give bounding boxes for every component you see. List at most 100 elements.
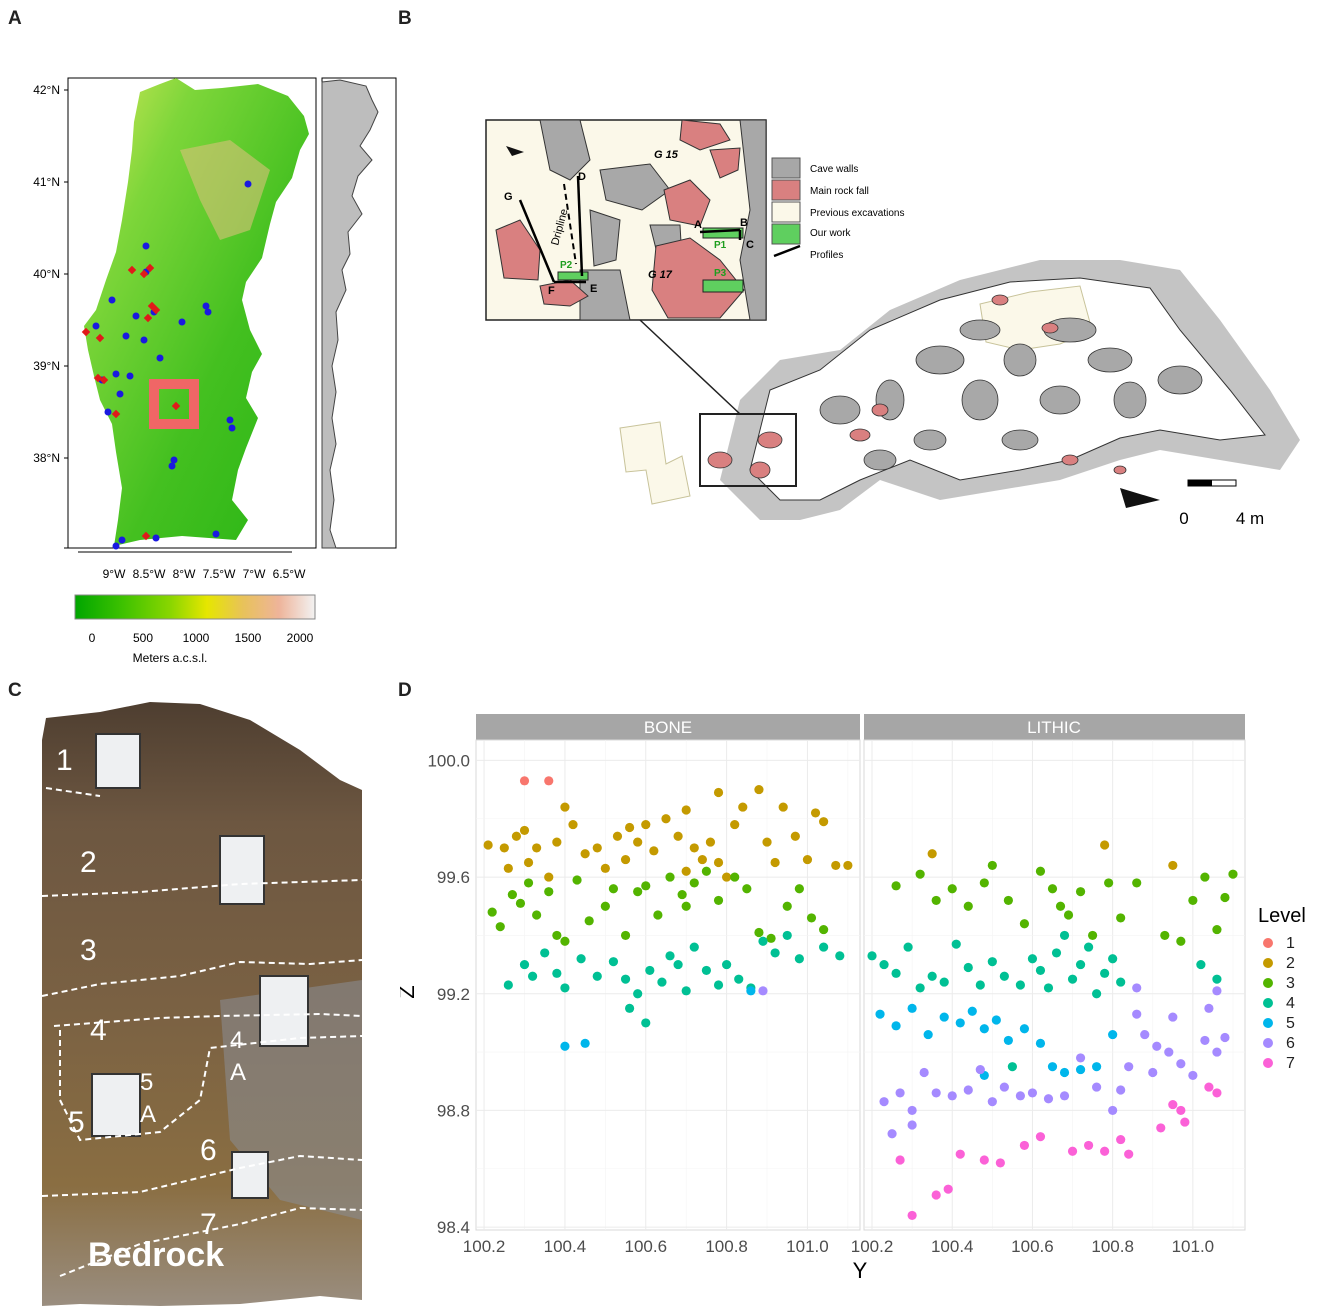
legend-label: Previous excavations bbox=[810, 208, 905, 219]
lat-tick: 39°N bbox=[33, 359, 60, 373]
point-level-5-bone bbox=[580, 1038, 590, 1048]
point-level-4-lithic bbox=[999, 971, 1009, 981]
point-level-3-bone bbox=[544, 887, 554, 897]
point-level-4-bone bbox=[681, 986, 691, 996]
point-level-4-lithic bbox=[1083, 942, 1094, 952]
point-level-3-bone bbox=[794, 884, 804, 894]
site-marker-red bbox=[99, 375, 109, 385]
label-p3: P3 bbox=[714, 268, 727, 279]
point-level-5-lithic bbox=[1075, 1064, 1086, 1075]
point-level-2-bone bbox=[641, 819, 651, 830]
point-level-3-lithic bbox=[1116, 913, 1126, 923]
point-level-4-bone bbox=[734, 974, 744, 984]
site-marker-blue bbox=[228, 424, 236, 432]
sample-block bbox=[219, 835, 265, 905]
point-level-6-lithic bbox=[1188, 1070, 1198, 1081]
point-level-7-lithic bbox=[1124, 1149, 1134, 1159]
point-level-6-lithic bbox=[1027, 1088, 1038, 1098]
site-marker-blue bbox=[132, 312, 140, 320]
point-level-5-lithic bbox=[991, 1015, 1001, 1025]
point-level-3-bone bbox=[552, 930, 562, 941]
layer-label: A bbox=[140, 1101, 156, 1128]
point-level-6-lithic bbox=[919, 1067, 929, 1078]
point-level-6-lithic bbox=[1132, 983, 1142, 993]
point-level-2-bone bbox=[790, 831, 800, 841]
site-marker-red bbox=[139, 269, 149, 279]
point-level-4-bone bbox=[819, 942, 829, 952]
point-level-3-bone bbox=[633, 887, 643, 897]
point-level-3-bone bbox=[681, 901, 691, 911]
label-f: F bbox=[548, 285, 555, 297]
point-level-2-bone bbox=[762, 837, 772, 847]
point-level-5-lithic bbox=[923, 1029, 933, 1040]
point-level-6-lithic bbox=[879, 1097, 889, 1107]
site-marker-blue bbox=[112, 542, 120, 550]
point-level-4-lithic bbox=[1092, 989, 1102, 999]
point-level-7-lithic bbox=[995, 1158, 1005, 1168]
point-level-3-bone bbox=[487, 907, 497, 917]
point-level-6-lithic bbox=[1212, 986, 1222, 996]
point-level-3-lithic bbox=[947, 884, 957, 894]
point-level-4-bone bbox=[620, 974, 631, 984]
profile-line-ab bbox=[699, 228, 741, 234]
point-level-3-lithic bbox=[1003, 895, 1013, 906]
layer-label: 1 bbox=[56, 744, 73, 777]
portugal-map-panel: 42°N 41°N 40°N 39°N 38°N 9°W 8.5°W 8°W 7… bbox=[33, 77, 397, 665]
colorbar-label: Meters a.c.s.l. bbox=[133, 651, 208, 665]
site-marker-blue bbox=[142, 242, 150, 250]
site-marker-red bbox=[81, 327, 91, 337]
point-level-7-lithic bbox=[1168, 1099, 1178, 1110]
legend-label-level: 6 bbox=[1286, 1035, 1295, 1052]
point-level-5-lithic bbox=[875, 1009, 885, 1019]
site-marker-blue bbox=[244, 180, 252, 188]
point-level-3-lithic bbox=[1220, 892, 1230, 903]
point-level-5-lithic bbox=[1108, 1029, 1118, 1040]
point-level-3-lithic bbox=[891, 881, 901, 891]
panel-letter-c: C bbox=[8, 680, 22, 701]
site-marker-blue bbox=[140, 336, 148, 344]
label-e: E bbox=[590, 283, 597, 295]
point-level-2-bone bbox=[649, 846, 659, 856]
point-level-3-bone bbox=[677, 889, 687, 900]
point-level-2-lithic bbox=[1100, 840, 1110, 850]
point-level-7-lithic bbox=[1204, 1082, 1214, 1092]
colorbar-tick: 0 bbox=[89, 631, 96, 645]
point-level-4-bone bbox=[540, 948, 550, 958]
site-marker-blue bbox=[116, 390, 124, 398]
legend-label-level: 4 bbox=[1286, 995, 1295, 1012]
point-level-5-lithic bbox=[1019, 1024, 1030, 1034]
elevation-profile bbox=[321, 79, 379, 549]
point-level-6-lithic bbox=[887, 1129, 897, 1139]
point-level-1-bone bbox=[519, 776, 530, 786]
layer-label: 5 bbox=[68, 1106, 85, 1139]
point-level-4-lithic bbox=[1007, 1062, 1017, 1072]
facet-strip-bone bbox=[476, 714, 860, 740]
inset-rock-fall bbox=[495, 219, 541, 281]
point-level-6-lithic bbox=[963, 1085, 973, 1095]
colorbar-tick: 1500 bbox=[235, 631, 262, 645]
facet-title-bone: BONE bbox=[644, 718, 692, 737]
point-level-7-lithic bbox=[1083, 1140, 1094, 1151]
sample-block bbox=[91, 1073, 141, 1137]
point-level-3-bone bbox=[819, 924, 829, 935]
point-level-6-lithic bbox=[1108, 1105, 1118, 1116]
point-level-6-lithic bbox=[1204, 1003, 1214, 1013]
point-level-4-lithic bbox=[1051, 948, 1062, 958]
site-marker-blue bbox=[170, 456, 178, 464]
layer-label: 2 bbox=[80, 846, 97, 879]
point-level-2-bone bbox=[661, 814, 671, 824]
map-y-axis: 42°N 41°N 40°N 39°N 38°N bbox=[33, 83, 68, 549]
point-level-2-bone bbox=[511, 831, 522, 841]
facet-plot-area-bone bbox=[475, 739, 861, 1231]
point-level-7-lithic bbox=[943, 1184, 953, 1194]
point-level-5-lithic bbox=[1047, 1062, 1058, 1072]
site-marker-blue bbox=[108, 296, 116, 304]
point-level-4-lithic bbox=[1116, 977, 1126, 987]
point-level-3-lithic bbox=[1200, 872, 1210, 882]
point-level-4-bone bbox=[794, 954, 804, 964]
site-marker-blue bbox=[104, 408, 112, 416]
legend-label-level: 1 bbox=[1286, 935, 1295, 952]
inset-rock-fall bbox=[679, 120, 731, 151]
point-level-2-bone bbox=[483, 840, 493, 850]
point-level-4-lithic bbox=[1059, 930, 1070, 941]
